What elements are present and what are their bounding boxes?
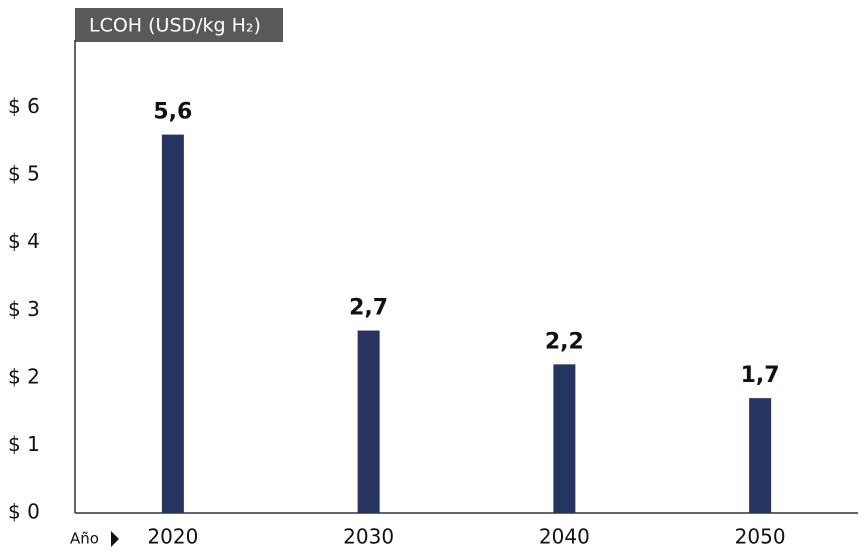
y-tick-label: $ 5 bbox=[8, 162, 40, 186]
x-tick-label: 2030 bbox=[343, 525, 394, 549]
y-tick-label: $ 3 bbox=[8, 297, 40, 321]
bar bbox=[553, 364, 576, 513]
y-tick-label: $ 6 bbox=[8, 94, 40, 118]
y-tick-label: $ 1 bbox=[8, 432, 40, 456]
y-tick-label: $ 0 bbox=[8, 500, 40, 524]
value-label: 2,2 bbox=[545, 329, 584, 354]
y-tick-label: $ 2 bbox=[8, 364, 40, 388]
x-tick-label: 2020 bbox=[147, 525, 198, 549]
chart-title: LCOH (USD/kg H₂) bbox=[89, 15, 261, 37]
value-label: 2,7 bbox=[349, 296, 388, 321]
bar bbox=[357, 330, 380, 513]
y-tick-label: $ 4 bbox=[8, 229, 40, 253]
value-label: 5,6 bbox=[153, 100, 192, 125]
x-tick-label: 2050 bbox=[735, 525, 786, 549]
x-axis-arrow bbox=[111, 531, 119, 547]
value-label: 1,7 bbox=[741, 363, 780, 388]
x-tick-label: 2040 bbox=[539, 525, 590, 549]
bar bbox=[749, 398, 772, 513]
x-axis-label: Año bbox=[70, 530, 99, 548]
title-box bbox=[75, 8, 283, 42]
bar bbox=[161, 134, 184, 513]
